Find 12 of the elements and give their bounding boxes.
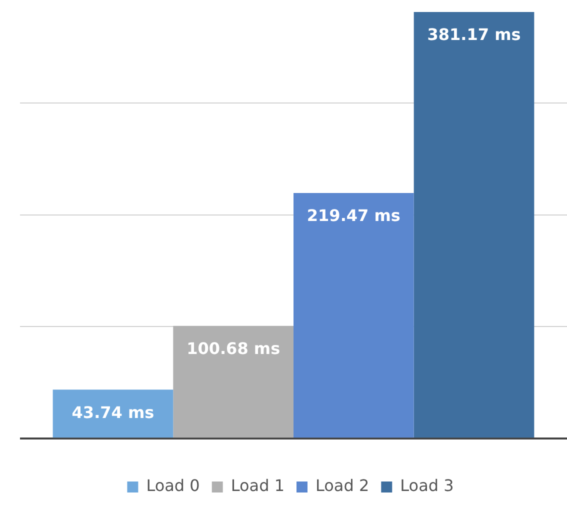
legend-label: Load 2 [316, 476, 370, 496]
data-label: 100.68 ms [186, 339, 280, 358]
bar [294, 192, 414, 438]
bar [414, 12, 534, 438]
data-label: 381.17 ms [427, 25, 521, 44]
legend-label: Load 0 [146, 476, 200, 496]
bar [52, 390, 174, 438]
data-label: 219.47 ms [306, 206, 400, 226]
data-label: 43.74 ms [72, 402, 154, 422]
bar [173, 326, 294, 438]
legend-label: Load 3 [400, 476, 454, 496]
legend-label: Load 1 [230, 476, 285, 496]
